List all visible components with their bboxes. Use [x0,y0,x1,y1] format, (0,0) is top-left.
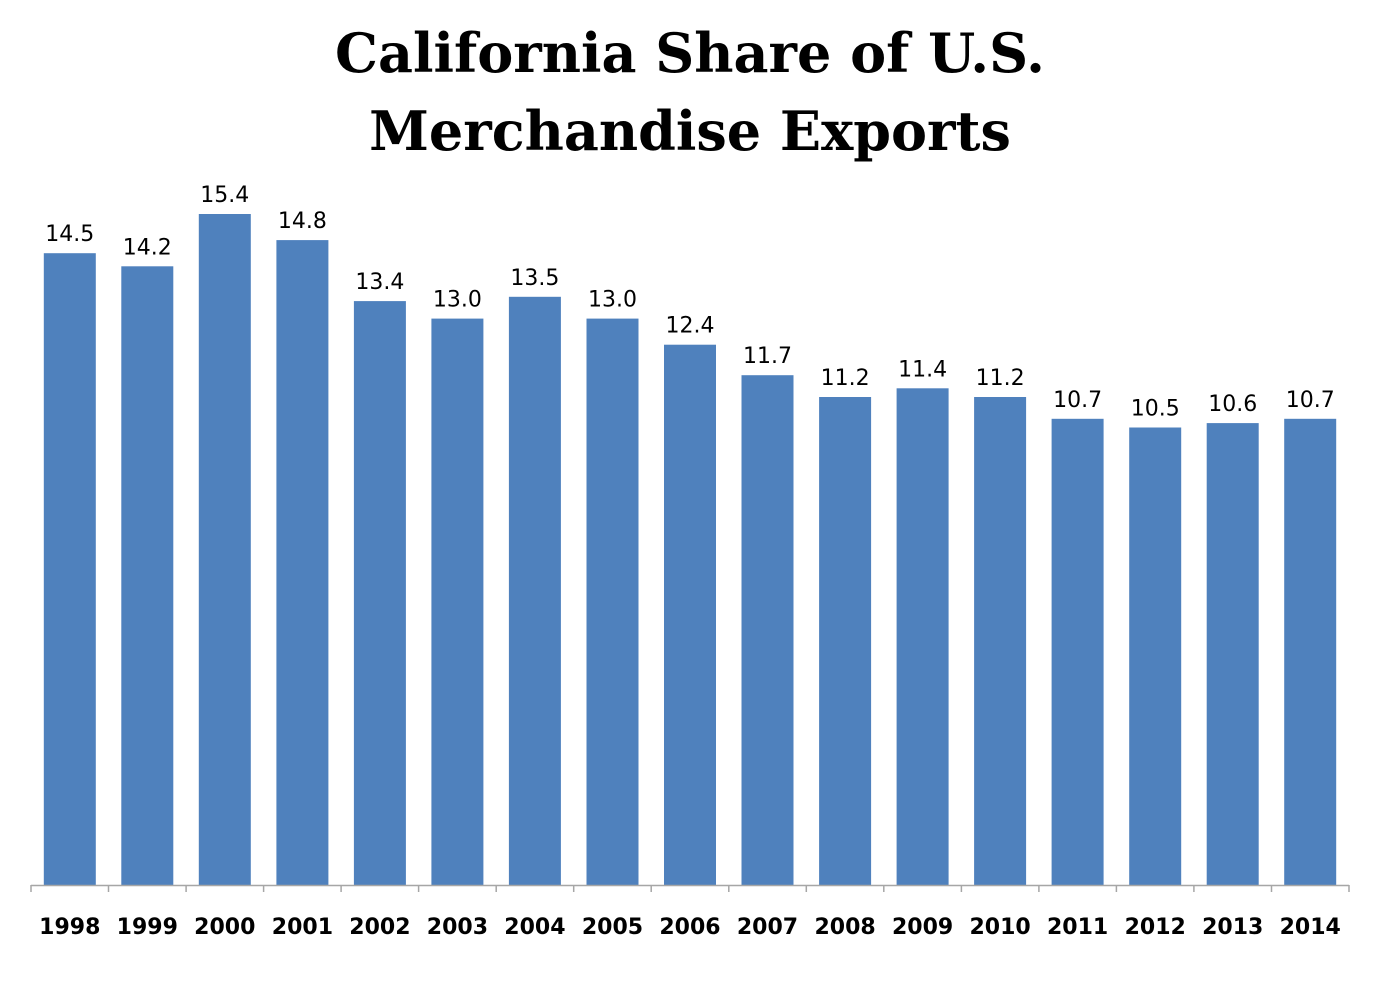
bar-group [43,214,1337,886]
value-label-2003: 13.0 [433,288,482,313]
tick-label-2005: 2005 [582,915,643,940]
bar-2009 [896,388,949,885]
tick-label-2003: 2003 [427,915,488,940]
bar-2014 [1284,418,1337,885]
tick-label-2009: 2009 [892,915,953,940]
bar-2002 [353,301,406,886]
value-label-2001: 14.8 [278,209,327,234]
bar-2008 [819,397,872,885]
tick-label-2013: 2013 [1202,915,1263,940]
value-label-2014: 10.7 [1286,388,1335,413]
bar-2007 [741,375,794,885]
bar-2013 [1206,423,1259,885]
value-label-2006: 12.4 [666,314,715,339]
bar-2011 [1051,418,1104,885]
tick-label-2000: 2000 [194,915,255,940]
tick-label-2007: 2007 [737,915,798,940]
tick-label-2010: 2010 [969,915,1030,940]
bar-2004 [508,296,561,885]
chart-subtitle: Merchandise Exports [369,99,1011,163]
tick-label-2004: 2004 [504,915,565,940]
value-label-1999: 14.2 [123,235,172,260]
bar-2001 [276,240,329,886]
value-label-2009: 11.4 [898,357,947,382]
tick-label-2008: 2008 [814,915,875,940]
bar-1998 [43,253,96,885]
bar-2012 [1129,427,1182,885]
value-label-2010: 11.2 [976,366,1025,391]
value-label-1998: 14.5 [45,222,94,247]
value-label-2002: 13.4 [355,270,404,295]
tick-label-2012: 2012 [1125,915,1186,940]
bar-2000 [198,214,251,885]
value-label-2005: 13.0 [588,288,637,313]
value-label-2008: 11.2 [821,366,870,391]
bar-2003 [431,318,484,886]
tick-label-2011: 2011 [1047,915,1108,940]
value-label-2013: 10.6 [1208,392,1257,417]
tick-label-1998: 1998 [39,915,100,940]
tick-label-2014: 2014 [1280,915,1341,940]
tick-label-2001: 2001 [272,915,333,940]
tick-label-2006: 2006 [659,915,720,940]
bar-2006 [664,344,716,885]
x-axis [30,884,1350,892]
value-label-2000: 15.4 [200,183,249,208]
value-label-2007: 11.7 [743,344,792,369]
value-label-2011: 10.7 [1053,388,1102,413]
tick-label-group: 1998 1999 2000 2001 2002 2003 2004 2005 2006 2007… [39,915,1341,940]
bar-2005 [586,318,639,886]
value-label-2012: 10.5 [1131,397,1180,422]
bar-2010 [974,397,1027,885]
bar-1999 [121,266,174,885]
value-label-2004: 13.5 [510,266,559,291]
chart-title: California Share of U.S. [335,21,1045,85]
value-label-group: 14.5 14.2 15.4 14.8 13.4 13.0 13.5 13.0 12.4 11.7… [45,183,1334,422]
tick-label-1999: 1999 [117,915,178,940]
tick-label-2002: 2002 [349,915,410,940]
